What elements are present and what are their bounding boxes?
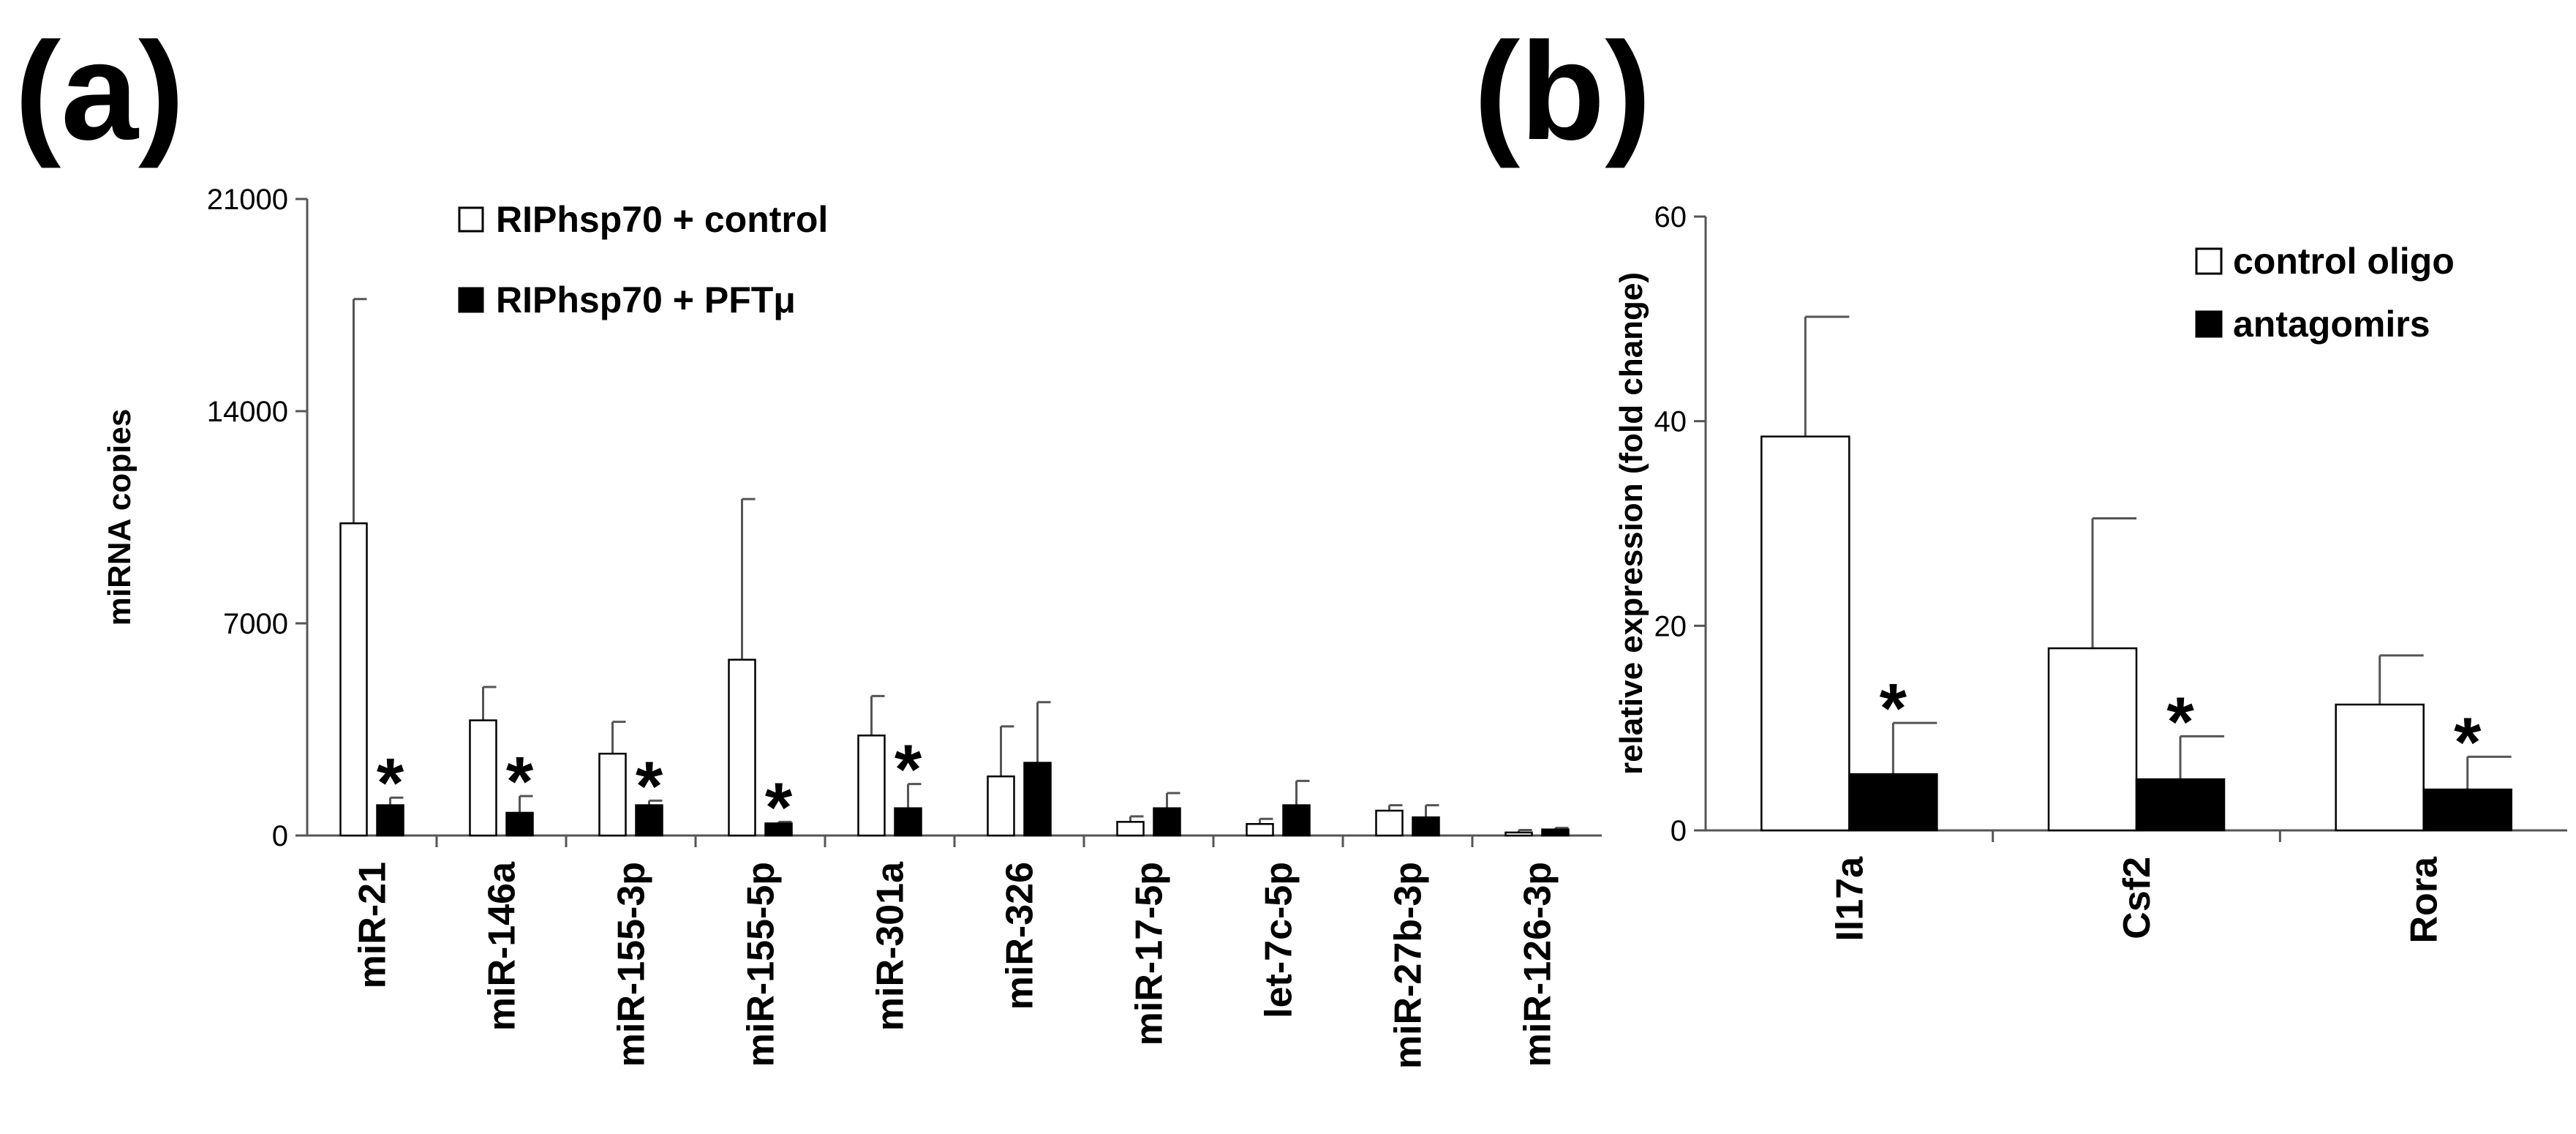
- y-tick-label: 21000: [207, 184, 288, 216]
- bar-treatment: [1412, 816, 1440, 837]
- x-tick-label: miR-146a: [481, 861, 524, 1031]
- significance-star: *: [506, 743, 534, 821]
- x-tick-label: Csf2: [2116, 857, 2158, 939]
- legend-entry-treatment-label: antagomirs: [2233, 304, 2430, 345]
- y-tick-label: 60: [1654, 201, 1687, 233]
- bar-control: [469, 719, 497, 837]
- x-tick-label: Rora: [2403, 856, 2446, 944]
- legend-entry-treatment-label: RIPhsp70 + PFTμ: [496, 279, 796, 320]
- bar-control: [987, 775, 1015, 837]
- significance-star: *: [2454, 703, 2482, 781]
- x-tick-label: miR-301a: [870, 861, 912, 1031]
- bar-control: [1760, 435, 1850, 832]
- y-tick-label: 20: [1654, 610, 1687, 642]
- y-tick-label: 0: [1671, 815, 1687, 847]
- significance-star: *: [636, 747, 663, 825]
- y-tick-label: 0: [272, 820, 288, 852]
- bar-treatment: [505, 811, 534, 837]
- significance-star: *: [1880, 669, 1907, 748]
- y-tick-label: 14000: [207, 396, 288, 428]
- significance-star: *: [377, 744, 404, 822]
- y-tick-label: 40: [1654, 406, 1687, 438]
- x-tick-label: let-7c-5p: [1258, 862, 1300, 1018]
- x-tick-label: miR-155-5p: [740, 862, 783, 1067]
- significance-star: *: [895, 731, 922, 809]
- legend-entry-treatment-swatch: [2195, 310, 2223, 338]
- x-tick-label: miR-126-3p: [1517, 862, 1559, 1067]
- bar-control: [1375, 809, 1404, 837]
- bar-treatment: [1848, 773, 1938, 832]
- panel-label: (a): [15, 14, 184, 169]
- bar-treatment: [1282, 804, 1311, 837]
- x-tick-label: miR-27b-3p: [1387, 862, 1430, 1069]
- y-axis-label: relative expression (fold change): [1613, 272, 1649, 775]
- legend-entry-treatment-swatch: [458, 287, 484, 313]
- x-tick-label: miR-155-3p: [611, 862, 653, 1067]
- panel-a: (a) 0 7000 14000 21000 miRNA copies * miR-21 * mi…: [15, 14, 1602, 1069]
- x-tick-label: miR-21: [352, 862, 394, 988]
- bar-control: [1504, 831, 1533, 837]
- bar-treatment: [764, 822, 793, 837]
- bar-treatment: [894, 807, 922, 837]
- bar-treatment: [1023, 762, 1052, 837]
- x-tick-label: Il17a: [1829, 856, 1871, 942]
- bar-control: [728, 658, 756, 837]
- legend-entry-control-label: RIPhsp70 + control: [496, 199, 828, 240]
- bar-control: [2335, 703, 2425, 832]
- bar-control: [1116, 821, 1145, 837]
- y-tick-label: 7000: [223, 608, 288, 640]
- bar-treatment: [2135, 778, 2226, 832]
- x-tick-label: miR-17-5p: [1129, 862, 1171, 1045]
- legend-entry-control-swatch: [2195, 247, 2223, 275]
- legend-entry-control-label: control oligo: [2233, 241, 2455, 282]
- bar-treatment: [635, 804, 663, 837]
- panel-b: (b) 0 20 40 60 relative expression (fold chan…: [1474, 14, 2567, 943]
- significance-star: *: [765, 768, 793, 846]
- bar-control: [2047, 647, 2138, 832]
- bar-treatment: [376, 804, 404, 837]
- bar-control: [857, 735, 886, 837]
- legend-entry-control-swatch: [458, 206, 484, 233]
- bar-treatment: [1153, 807, 1181, 837]
- bar-treatment: [2422, 788, 2512, 832]
- y-axis-label: miRNA copies: [102, 409, 138, 626]
- significance-star: *: [2166, 683, 2194, 761]
- panel-label: (b): [1474, 14, 1652, 169]
- x-tick-label: miR-326: [999, 862, 1042, 1010]
- bar-control: [339, 522, 368, 837]
- bar-control: [598, 752, 627, 837]
- bar-treatment: [1541, 828, 1570, 837]
- bar-control: [1246, 823, 1274, 837]
